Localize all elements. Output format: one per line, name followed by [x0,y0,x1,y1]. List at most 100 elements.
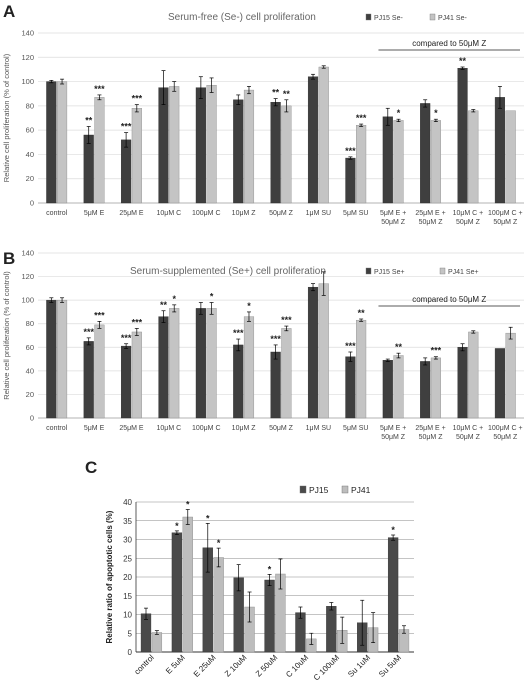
panel-b-proliferation-serum-supplemented: B Serum-supplemented (Se+) cell prolifera… [2,249,524,441]
bar [393,120,404,204]
bar [326,606,337,653]
x-tick-label: 5μM E [84,210,105,217]
x-tick-label: 50μM Z [269,210,294,217]
chart-title: Serum-supplemented (Se+) cell proliferat… [130,266,326,277]
significance-marker: * [175,521,179,531]
x-tick-label: 50μM Z [493,219,518,226]
significance-marker: ** [395,342,403,352]
x-tick-label: Z 10uM [223,653,249,679]
y-tick-label: 60 [26,343,34,352]
y-tick-label: 100 [21,296,34,305]
bar [171,532,183,653]
bar [243,89,255,204]
bar [121,345,132,419]
x-tick-label: 50μM Z [493,434,518,441]
x-tick-label: C 100uM [312,653,342,681]
significance-marker: * [434,108,438,118]
bar [131,331,142,419]
y-tick-label: 80 [26,319,34,328]
x-tick-label: 50μM Z [419,219,444,226]
bar [131,108,142,204]
x-tick-label: Su 5uM [377,653,403,679]
comparison-label: compared to 50μM Z [412,39,486,48]
x-tick-label: 25μM E + [415,425,445,432]
bar [169,86,180,204]
x-tick-label: 10μM Z [232,425,257,432]
y-tick-label: 0 [30,414,34,423]
significance-marker: * [268,564,272,574]
significance-marker: *** [356,113,367,123]
bar [270,351,281,419]
x-tick-label: 5μM SU [343,210,368,217]
y-tick-label: 80 [26,101,34,110]
significance-marker: * [206,513,210,523]
bar [387,537,399,653]
x-tick-label: 50μM Z [381,434,406,441]
y-tick-label: 120 [21,272,34,281]
significance-marker: ** [85,116,93,126]
y-tick-label: 15 [123,592,132,601]
y-tick-label: 40 [123,498,132,507]
bar [46,299,57,419]
significance-marker: * [172,294,176,304]
x-tick-label: 10μM C + [453,210,484,217]
y-tick-label: 10 [123,611,132,620]
panel-label: B [3,249,15,268]
significance-marker: *** [345,146,356,156]
bar [393,355,404,419]
y-tick-label: 25 [123,554,132,563]
y-tick-label: 35 [123,517,132,526]
legend-label: PJ41 Se- [438,15,467,22]
significance-marker: *** [132,317,143,327]
x-tick-label: 5μM E + [380,210,406,217]
x-tick-label: control [46,210,67,217]
legend-label: PJ41 [351,485,371,495]
bar [83,134,94,204]
bar [94,324,105,419]
x-tick-label: 100μM C + [488,210,523,217]
bar [382,360,393,419]
bar [233,344,244,419]
y-axis-title: Relative cell proliferation (% of contro… [2,53,11,182]
bar [182,516,193,653]
significance-marker: ** [358,308,366,318]
bar [318,283,329,419]
bar [83,341,94,419]
bar [158,316,169,419]
bar [345,356,356,419]
bar [505,110,516,204]
x-tick-label: 50μM Z [419,434,444,441]
x-tick-label: 10μM Z [232,210,257,217]
y-tick-label: 20 [123,573,132,582]
bar [206,85,217,204]
legend-swatch [365,267,372,275]
significance-marker: ** [160,300,168,310]
bar [307,286,319,419]
significance-marker: * [397,108,401,118]
bar [264,579,275,653]
y-tick-label: 100 [21,77,34,86]
y-tick-label: 120 [21,53,34,62]
y-tick-label: 40 [26,366,34,375]
significance-marker: * [210,292,214,302]
bar [56,299,68,419]
x-tick-label: 50μM Z [456,219,481,226]
significance-marker: * [217,538,221,548]
y-tick-label: 140 [21,29,34,38]
significance-marker: *** [345,341,356,351]
x-tick-label: 25μM E + [415,210,445,217]
significance-marker: ** [283,89,291,99]
x-tick-label: Su 1uM [346,653,372,679]
legend-swatch [439,267,446,275]
bar [420,361,431,419]
panel-label: A [3,2,15,21]
legend-label: PJ41 Se+ [448,269,479,276]
bar [213,557,224,653]
x-tick-label: control [133,653,157,677]
bar [121,139,132,204]
bar [494,97,506,204]
x-tick-label: Z 50uM [254,653,280,679]
bar [420,103,431,204]
bar [169,308,180,419]
